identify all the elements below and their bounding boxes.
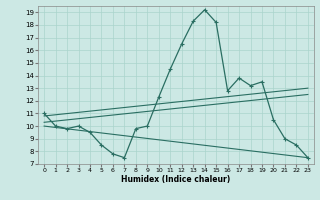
- X-axis label: Humidex (Indice chaleur): Humidex (Indice chaleur): [121, 175, 231, 184]
